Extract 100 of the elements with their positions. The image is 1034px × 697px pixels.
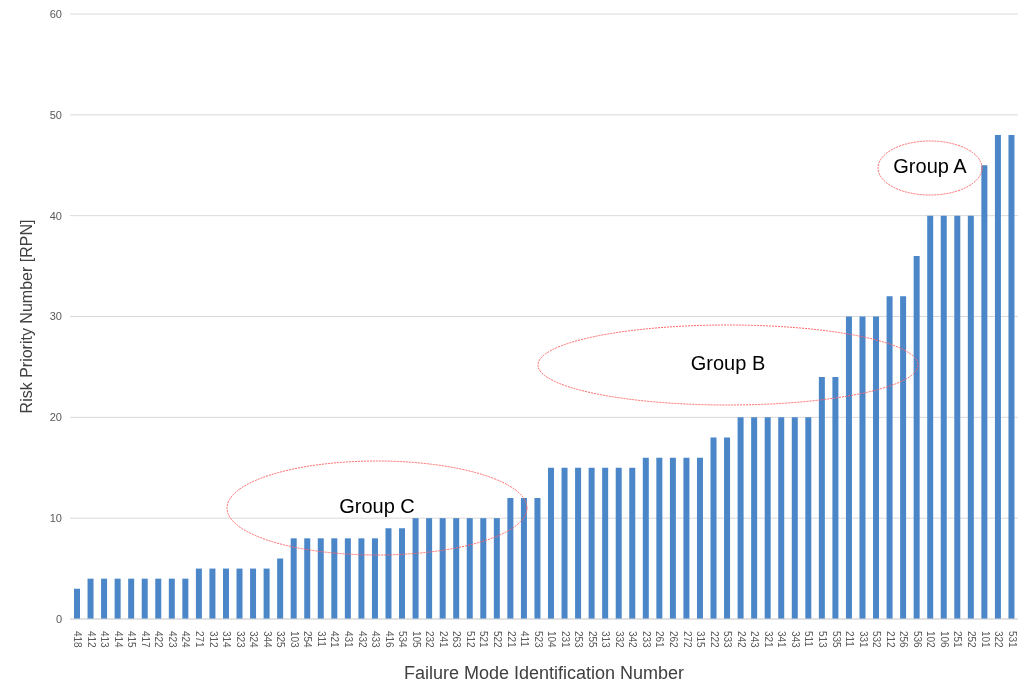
- x-tick-label: 344: [261, 631, 273, 649]
- bar: [236, 568, 243, 619]
- x-tick-label: 416: [383, 631, 395, 649]
- bar: [385, 528, 392, 619]
- bar: [791, 417, 798, 619]
- x-axis-title: Failure Mode Identification Number: [403, 663, 685, 683]
- x-tick-label: 511: [803, 631, 815, 648]
- x-tick-label: 531: [1006, 631, 1018, 649]
- annotation: Group A: [893, 155, 968, 178]
- bar: [602, 467, 609, 619]
- x-tick-label: 413: [99, 631, 111, 649]
- bar: [981, 165, 988, 619]
- bar: [845, 316, 852, 619]
- x-tick-label: 314: [221, 631, 233, 649]
- bar: [832, 377, 839, 619]
- bar: [575, 467, 582, 619]
- bar: [263, 568, 270, 619]
- bar: [642, 457, 649, 619]
- bar: [954, 215, 961, 619]
- x-tick-label: 421: [329, 631, 341, 649]
- x-tick-label: 262: [668, 631, 680, 649]
- bar: [710, 437, 717, 619]
- x-tick-label: 533: [722, 631, 734, 649]
- bar: [507, 498, 514, 619]
- x-tick-label: 342: [627, 631, 639, 649]
- y-tick-label: 20: [49, 411, 62, 424]
- annotation: Group B: [690, 352, 766, 375]
- x-tick-label: 102: [925, 631, 937, 649]
- bar: [751, 417, 758, 619]
- x-tick-label: 321: [762, 631, 774, 649]
- x-tick-label: 233: [640, 631, 652, 649]
- bar: [764, 417, 771, 619]
- bar: [128, 578, 135, 619]
- x-tick-label: 255: [586, 631, 598, 649]
- x-tick-label: 311: [315, 631, 327, 648]
- bar: [371, 538, 378, 619]
- x-tick-label: 222: [708, 631, 720, 649]
- y-tick-label: 10: [49, 512, 62, 525]
- bar: [615, 467, 622, 619]
- x-tick-label: 431: [342, 631, 354, 649]
- bar: [426, 518, 433, 619]
- bar: [900, 296, 907, 619]
- bar: [358, 538, 365, 619]
- bar: [331, 538, 338, 619]
- x-tick-label: 211: [844, 631, 856, 648]
- x-tick-label: 535: [830, 631, 842, 649]
- x-tick-label: 263: [451, 631, 463, 649]
- y-tick-label: 0: [55, 612, 62, 625]
- x-tick-label: 101: [979, 631, 991, 649]
- x-tick-label: 532: [871, 631, 883, 649]
- x-tick-label: 521: [478, 631, 490, 649]
- bar: [818, 377, 825, 619]
- x-tick-label: 523: [532, 631, 544, 649]
- bar: [778, 417, 785, 619]
- x-tick-label: 271: [194, 631, 206, 649]
- y-tick-label: 40: [49, 209, 62, 222]
- x-tick-label: 433: [370, 631, 382, 649]
- x-tick-label: 241: [437, 631, 449, 649]
- bar: [317, 538, 324, 619]
- x-tick-label: 325: [275, 631, 287, 649]
- bar: [548, 467, 554, 619]
- x-tick-label: 256: [898, 631, 910, 649]
- bar: [493, 518, 500, 619]
- bar: [277, 558, 284, 619]
- y-tick-label: 30: [49, 310, 62, 323]
- bar: [873, 316, 880, 619]
- bar: [222, 568, 229, 619]
- x-tick-label: 254: [302, 631, 314, 649]
- bar: [209, 568, 216, 619]
- y-axis-title: Risk Priority Number [RPN]: [17, 219, 35, 414]
- bar: [480, 518, 487, 619]
- bar: [412, 518, 419, 619]
- x-tick-label: 417: [139, 631, 151, 649]
- annotation: Group C: [339, 495, 415, 518]
- bar: [994, 135, 1001, 619]
- bar: [534, 498, 541, 619]
- bar: [913, 256, 920, 619]
- bar: [588, 467, 595, 619]
- x-tick-label: 332: [613, 631, 625, 649]
- bar: [155, 578, 162, 619]
- bar: [182, 578, 189, 619]
- bar: [74, 588, 80, 619]
- x-tick-label: 343: [789, 631, 801, 649]
- x-tick-label: 423: [166, 631, 178, 649]
- bar: [805, 417, 812, 619]
- x-tick-label: 313: [600, 631, 612, 649]
- bar: [737, 417, 744, 619]
- bar: [439, 518, 446, 619]
- bar: [940, 215, 947, 619]
- bar: [683, 457, 690, 619]
- bar: [656, 457, 663, 619]
- x-tick-label: 106: [938, 631, 950, 649]
- x-tick-label: 251: [952, 631, 964, 649]
- x-tick-label: 418: [72, 631, 84, 649]
- bar: [453, 518, 460, 619]
- x-tick-label: 341: [776, 631, 788, 649]
- x-tick-label: 261: [654, 631, 666, 649]
- bar: [304, 538, 311, 619]
- bar: [927, 215, 934, 619]
- x-tick-label: 432: [356, 631, 368, 649]
